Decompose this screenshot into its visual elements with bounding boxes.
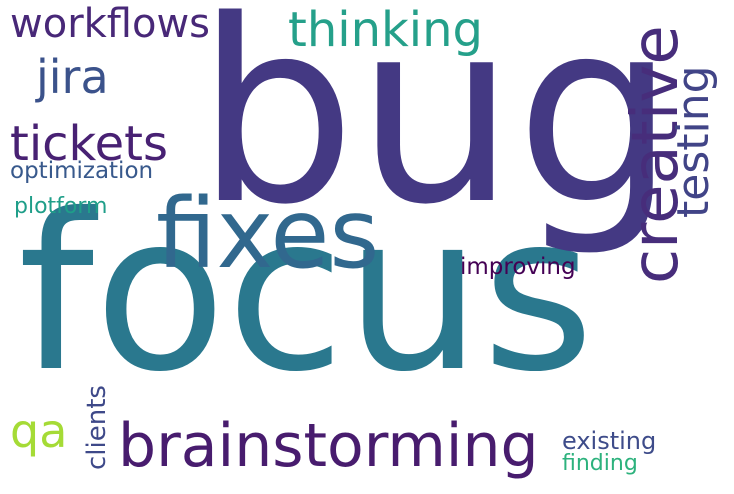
word-focus: focus (18, 168, 595, 419)
word-testing: testing (668, 65, 719, 218)
word-clients: clients (82, 385, 112, 470)
word-bug: bug (196, 0, 676, 260)
word-finding: finding (562, 451, 638, 476)
word-existing: existing (562, 427, 657, 455)
word-fixes: fixes (156, 178, 380, 290)
word-jira: jira (36, 50, 109, 104)
word-thinking: thinking (288, 2, 484, 58)
word-plotform: plotform (14, 194, 108, 219)
word-tickets: tickets (10, 116, 168, 172)
word-workflows: workflows (10, 1, 211, 47)
word-optimization: optimization (10, 158, 154, 184)
word-improving: improving (460, 254, 576, 280)
word-qa: qa (10, 404, 68, 458)
word-brainstorming: brainstorming (118, 411, 539, 481)
